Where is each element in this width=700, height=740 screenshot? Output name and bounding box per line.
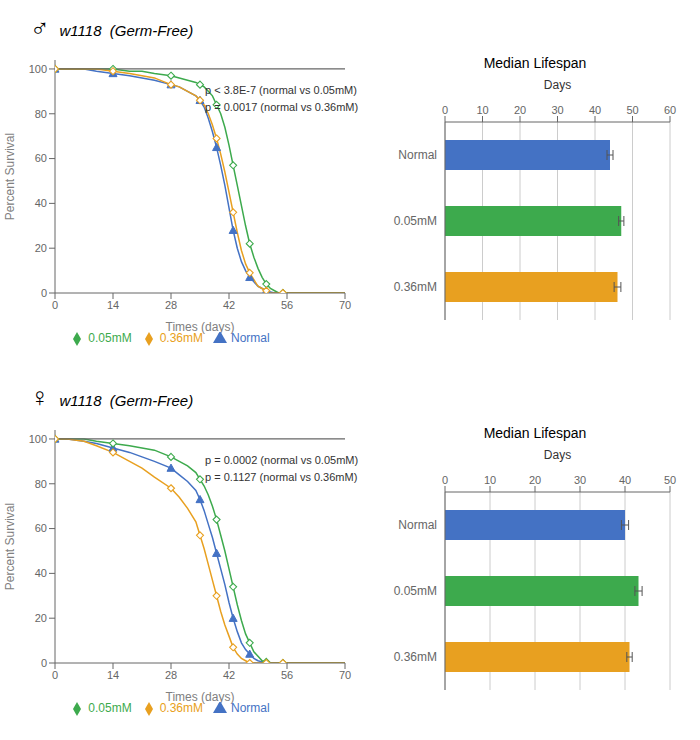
svg-text:Percent Survival: Percent Survival bbox=[8, 503, 17, 590]
html-text:0.36mM: 0.36mM bbox=[159, 701, 203, 715]
svg-text:20: 20 bbox=[35, 612, 47, 624]
svg-text:40: 40 bbox=[35, 197, 47, 209]
svg-text:56: 56 bbox=[281, 299, 293, 311]
svg-text:0.05mM: 0.05mM bbox=[394, 584, 437, 598]
svg-text:80: 80 bbox=[35, 478, 47, 490]
svg-text:28: 28 bbox=[165, 669, 177, 681]
svg-text:30: 30 bbox=[574, 474, 586, 486]
svg-text:30: 30 bbox=[551, 104, 563, 116]
html-text:Median Lifespan: Median Lifespan bbox=[483, 55, 587, 71]
svg-text:40: 40 bbox=[619, 474, 631, 486]
svg-text:70: 70 bbox=[339, 669, 351, 681]
html-text:p < 3.8E-7 (normal vs 0.05mM): p < 3.8E-7 (normal vs 0.05mM) bbox=[205, 84, 357, 96]
svg-text:0.36mM: 0.36mM bbox=[394, 650, 437, 664]
html-text:Days: Days bbox=[543, 78, 572, 92]
svg-text:60: 60 bbox=[664, 104, 676, 116]
svg-text:40: 40 bbox=[589, 104, 601, 116]
svg-text:14: 14 bbox=[107, 669, 119, 681]
html-text:0.05mM: 0.05mM bbox=[88, 701, 132, 715]
svg-text:Times (days): Times (days) bbox=[166, 690, 235, 704]
svg-text:Normal: Normal bbox=[398, 148, 437, 162]
html-text:Normal: Normal bbox=[231, 701, 270, 715]
svg-text:0: 0 bbox=[41, 657, 47, 669]
svg-text:0: 0 bbox=[442, 474, 448, 486]
svg-text:10: 10 bbox=[476, 104, 488, 116]
svg-text:0: 0 bbox=[52, 669, 58, 681]
html-text:0.36mM: 0.36mM bbox=[159, 331, 203, 345]
svg-text:100: 100 bbox=[29, 63, 47, 75]
html-text:Normal: Normal bbox=[231, 331, 270, 345]
svg-text:60: 60 bbox=[35, 152, 47, 164]
svg-text:56: 56 bbox=[281, 669, 293, 681]
svg-text:42: 42 bbox=[223, 669, 235, 681]
svg-text:0.36mM: 0.36mM bbox=[394, 280, 437, 294]
html-text:p = 0.0017 (normal vs 0.36mM): p = 0.0017 (normal vs 0.36mM) bbox=[205, 100, 359, 113]
html-text:p = 0.0002 (normal vs 0.05mM): p = 0.0002 (normal vs 0.05mM) bbox=[205, 454, 359, 466]
html-text:p = 0.1127 (normal vs 0.36mM): p = 0.1127 (normal vs 0.36mM) bbox=[205, 470, 358, 483]
svg-text:Normal: Normal bbox=[398, 518, 437, 532]
svg-text:0: 0 bbox=[442, 104, 448, 116]
svg-text:14: 14 bbox=[107, 299, 119, 311]
svg-text:60: 60 bbox=[35, 522, 47, 534]
svg-text:20: 20 bbox=[514, 104, 526, 116]
svg-text:40: 40 bbox=[35, 567, 47, 579]
html-text:Days: Days bbox=[543, 448, 572, 462]
svg-text:42: 42 bbox=[223, 299, 235, 311]
svg-text:50: 50 bbox=[664, 474, 676, 486]
html-text:♀ w1118 (Germ-Free): ♀ w1118 (Germ-Free) bbox=[30, 382, 194, 412]
svg-text:0: 0 bbox=[41, 287, 47, 299]
svg-text:100: 100 bbox=[29, 433, 47, 445]
svg-text:10: 10 bbox=[484, 474, 496, 486]
svg-text:70: 70 bbox=[339, 299, 351, 311]
svg-text:28: 28 bbox=[165, 299, 177, 311]
svg-text:Percent Survival: Percent Survival bbox=[8, 133, 17, 220]
svg-text:80: 80 bbox=[35, 108, 47, 120]
html-text:0.05mM: 0.05mM bbox=[88, 331, 132, 345]
html-text:♂ w1118 (Germ-Free): ♂ w1118 (Germ-Free) bbox=[30, 12, 194, 42]
svg-text:20: 20 bbox=[529, 474, 541, 486]
svg-text:20: 20 bbox=[35, 242, 47, 254]
svg-text:0: 0 bbox=[52, 299, 58, 311]
html-text:Median Lifespan: Median Lifespan bbox=[483, 425, 587, 441]
svg-text:50: 50 bbox=[626, 104, 638, 116]
svg-text:Times (days): Times (days) bbox=[166, 320, 235, 334]
svg-text:0.05mM: 0.05mM bbox=[394, 214, 437, 228]
